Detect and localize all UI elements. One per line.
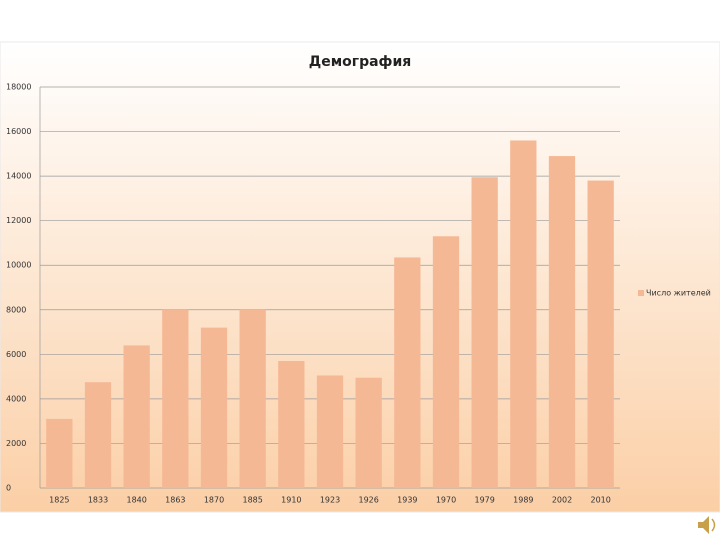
legend-label: Число жителей	[646, 289, 711, 298]
x-tick-label: 1989	[513, 496, 533, 505]
x-tick-label: 1825	[49, 496, 69, 505]
y-tick-label: 2000	[6, 439, 26, 448]
y-tick-label: 18000	[6, 83, 31, 92]
y-tick-label: 14000	[6, 172, 31, 181]
bar	[200, 327, 228, 488]
x-tick-label: 1840	[126, 496, 146, 505]
x-tick-label: 1926	[358, 496, 378, 505]
x-tick-label: 1910	[281, 496, 301, 505]
bar	[510, 140, 537, 488]
y-tick-label: 10000	[6, 261, 31, 270]
bar	[432, 236, 460, 488]
y-tick-label: 8000	[6, 305, 26, 314]
x-tick-label: 2010	[590, 496, 610, 505]
x-tick-label: 2002	[552, 496, 572, 505]
bar	[587, 180, 614, 489]
y-tick-label: 0	[6, 484, 11, 493]
bar	[162, 309, 189, 488]
x-tick-label: 1939	[397, 496, 417, 505]
bar	[548, 156, 576, 489]
x-tick-label: 1833	[88, 496, 108, 505]
bar	[123, 345, 150, 488]
bar	[84, 382, 112, 488]
x-tick-label: 1863	[165, 496, 185, 505]
bar	[239, 309, 266, 488]
speaker-icon[interactable]	[698, 516, 716, 534]
y-tick-label: 6000	[6, 350, 26, 359]
bar	[394, 257, 421, 488]
bar	[278, 361, 305, 488]
y-tick-label: 4000	[6, 394, 26, 403]
legend-swatch	[638, 290, 644, 296]
chart-title: Демография	[309, 54, 412, 70]
bar	[46, 418, 73, 488]
x-tick-label: 1923	[320, 496, 340, 505]
bar	[355, 377, 382, 488]
x-tick-label: 1979	[474, 496, 494, 505]
x-tick-label: 1885	[242, 496, 262, 505]
x-tick-label: 1870	[204, 496, 224, 505]
y-tick-label: 16000	[6, 127, 31, 136]
y-tick-label: 12000	[6, 216, 31, 225]
bar	[316, 375, 344, 488]
x-tick-label: 1970	[436, 496, 456, 505]
bar	[471, 177, 498, 488]
